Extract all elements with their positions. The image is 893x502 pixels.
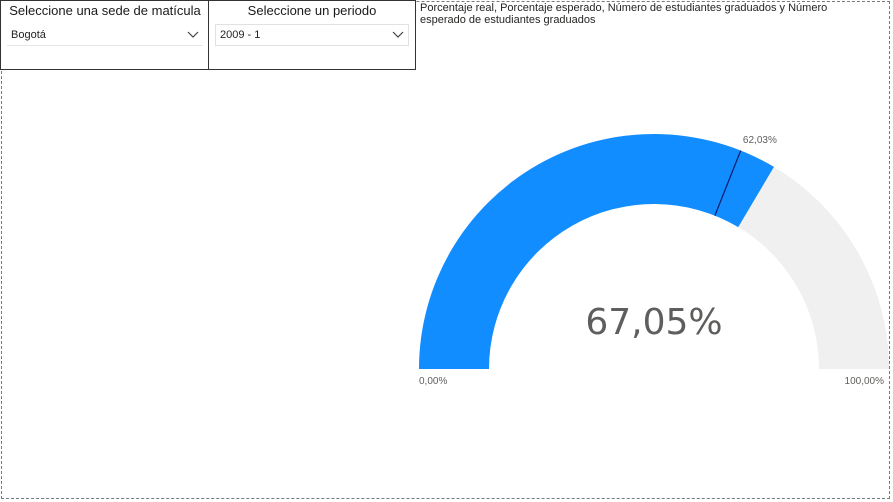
periodo-selected-value: 2009 - 1: [220, 29, 261, 41]
sede-selected-value: Bogotá: [11, 28, 46, 41]
slicer-periodo-title: Seleccione un periodo: [247, 3, 377, 18]
periodo-dropdown[interactable]: 2009 - 1: [215, 24, 409, 46]
slicer-periodo: Seleccione un periodo 2009 - 1: [208, 0, 416, 70]
gauge-min-label: 0,00%: [419, 376, 447, 387]
gauge-title: Porcentaje real, Porcentaje esperado, Nú…: [420, 2, 828, 26]
gauge-value-label: 67,05%: [585, 302, 722, 343]
gauge-value-arc[interactable]: [419, 134, 774, 369]
chevron-down-icon: [187, 31, 199, 38]
gauge-target-label: 62,03%: [743, 135, 777, 146]
slicer-sede: Seleccione una sede de matícula Bogotá: [0, 0, 210, 70]
gauge-target-marker: [714, 150, 742, 216]
sede-dropdown[interactable]: Bogotá: [7, 24, 203, 46]
gauge-max-label: 100,00%: [845, 376, 885, 387]
chevron-down-icon: [392, 31, 404, 38]
slicer-sede-title: Seleccione una sede de matícula: [9, 3, 201, 18]
